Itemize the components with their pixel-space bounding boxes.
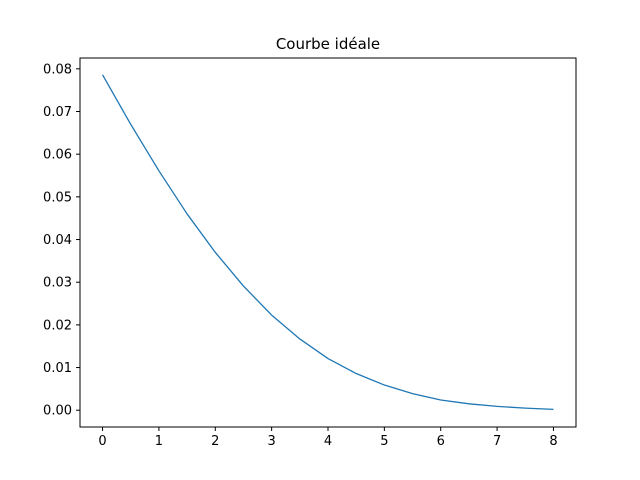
x-tick-label: 6	[437, 434, 445, 449]
x-tick-label: 1	[155, 434, 163, 449]
y-tick-label: 0.00	[43, 404, 72, 419]
x-tick-label: 0	[98, 434, 106, 449]
x-tick-label: 8	[549, 434, 557, 449]
chart-title: Courbe idéale	[276, 35, 380, 53]
y-tick-label: 0.06	[43, 148, 72, 163]
y-tick-label: 0.05	[43, 190, 72, 205]
y-tick-label: 0.02	[43, 318, 72, 333]
x-tick-label: 7	[493, 434, 501, 449]
y-tick-label: 0.04	[43, 233, 72, 248]
x-axis: 0 1 2 3 4 5 6 7 8	[98, 427, 558, 449]
plot-series	[101, 74, 554, 411]
plot-frame	[79, 57, 577, 428]
y-axis: 0.00 0.01 0.02 0.03 0.04 0.05 0.06 0.07 0.08	[43, 62, 80, 419]
x-tick-label: 4	[324, 434, 332, 449]
series-line	[101, 74, 554, 411]
x-tick-label: 5	[380, 434, 388, 449]
y-tick-label: 0.07	[43, 105, 72, 120]
y-tick-label: 0.01	[43, 361, 72, 376]
y-tick-label: 0.03	[43, 276, 72, 291]
x-tick-label: 2	[211, 434, 219, 449]
x-tick-label: 3	[267, 434, 275, 449]
y-tick-label: 0.08	[43, 62, 72, 77]
